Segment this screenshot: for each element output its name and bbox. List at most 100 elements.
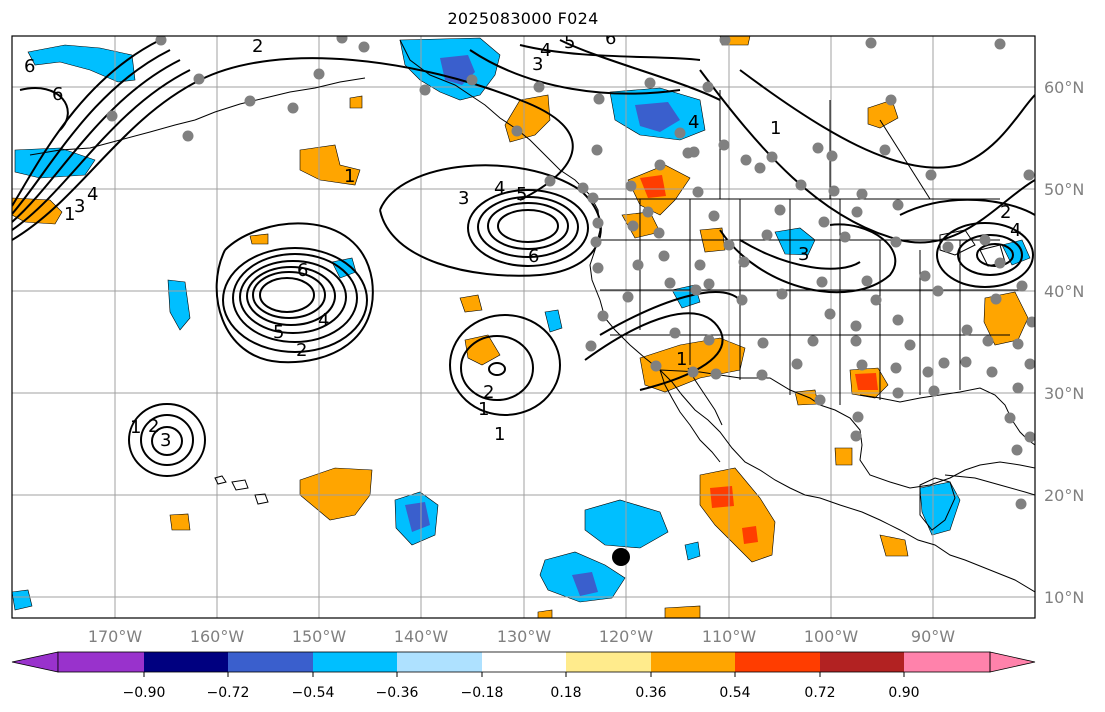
contour-label: 1 xyxy=(770,118,781,139)
colorbar-segment xyxy=(651,652,735,672)
map-title: 2025083000 F024 xyxy=(447,9,599,28)
blue-region xyxy=(684,541,701,561)
blue-region xyxy=(27,44,136,83)
colorbar-segment xyxy=(482,652,566,672)
station-dots xyxy=(106,36,1035,510)
orange-region xyxy=(249,233,269,245)
colorbar-segment xyxy=(566,652,651,672)
contour-label: 1 xyxy=(478,399,489,420)
lat-label: 40°N xyxy=(1044,282,1084,301)
colorbar-tick-label: −0.90 xyxy=(123,685,166,701)
colorbar: −0.90 −0.72 −0.54 −0.36 −0.18 0.18 0.36 … xyxy=(11,651,1036,701)
colorbar-extend-max xyxy=(989,651,1036,673)
lon-labels: 170°W 160°W 150°W 140°W 130°W 120°W 110°… xyxy=(88,627,955,646)
lat-label: 50°N xyxy=(1044,180,1084,199)
red-region xyxy=(742,526,758,544)
orange-region xyxy=(299,467,373,521)
colorbar-tick-label: 0.18 xyxy=(550,685,581,701)
contour-label: 2 xyxy=(483,382,494,403)
contour-label: 1 xyxy=(344,166,355,187)
contour-label: 4 xyxy=(1010,220,1021,241)
red-region xyxy=(710,486,734,508)
royal-blue-region xyxy=(572,572,598,596)
lat-label: 20°N xyxy=(1044,486,1084,505)
colorbar-tick-label: −0.72 xyxy=(207,685,250,701)
orange-region xyxy=(537,609,553,618)
colorbar-segment xyxy=(904,652,990,672)
colorbar-tick-label: 0.36 xyxy=(635,685,666,701)
contour-label: 3 xyxy=(532,54,543,75)
orange-region xyxy=(834,447,853,466)
colorbar-segment xyxy=(735,652,820,672)
contour-label: 2 xyxy=(1000,202,1011,223)
lon-label: 150°W xyxy=(292,627,347,646)
blue-region xyxy=(774,227,816,256)
colorbar-tick-label: −0.54 xyxy=(292,685,335,701)
lon-label: 140°W xyxy=(394,627,449,646)
contour-label: 4 xyxy=(318,310,329,331)
map-frame xyxy=(11,35,1036,619)
blue-region xyxy=(12,589,33,611)
colorbar-segment xyxy=(58,652,144,672)
lat-label: 10°N xyxy=(1044,588,1084,607)
colorbar-tick-label: −0.18 xyxy=(461,685,504,701)
contour-label: 3 xyxy=(160,430,171,451)
contour-label: 3 xyxy=(798,244,809,265)
contour-label: 2 xyxy=(148,416,159,437)
lat-label: 60°N xyxy=(1044,78,1084,97)
contour-label: 6 xyxy=(528,246,539,267)
orange-region xyxy=(459,294,483,313)
orange-region xyxy=(794,389,819,406)
contour-label: 4 xyxy=(688,112,699,133)
graticule xyxy=(12,36,1035,618)
blue-region xyxy=(167,279,191,331)
red-region xyxy=(640,175,666,198)
red-region xyxy=(855,373,878,390)
contours xyxy=(12,39,1035,477)
lon-label: 120°W xyxy=(599,627,654,646)
colorbar-tick-label: 0.54 xyxy=(719,685,750,701)
lat-labels: 60°N 50°N 40°N 30°N 20°N 10°N xyxy=(1044,78,1084,607)
contour-labels: 6 6 2 4 5 6 3 4 5 6 1 6 5 4 2 3 2 1 1 2 … xyxy=(24,32,1021,451)
contour-label: 4 xyxy=(87,184,98,205)
lon-label: 160°W xyxy=(190,627,245,646)
contour-label: 5 xyxy=(564,32,575,53)
orange-region xyxy=(299,144,361,186)
orange-region xyxy=(349,95,363,109)
lon-label: 130°W xyxy=(497,627,552,646)
contour-label: 4 xyxy=(494,178,505,199)
colorbar-tick-label: 0.72 xyxy=(804,685,835,701)
lon-label: 110°W xyxy=(702,627,757,646)
colorbar-segment xyxy=(397,652,482,672)
royal-blue-region xyxy=(405,502,430,532)
contour-label: 3 xyxy=(458,188,469,209)
colorbar-segment xyxy=(144,652,228,672)
contour-label: 2 xyxy=(296,340,307,361)
colorbar-extend-min xyxy=(11,651,59,673)
colorbar-segment xyxy=(820,652,904,672)
contour-label: 6 xyxy=(52,84,63,105)
colorbar-segment xyxy=(313,652,397,672)
contour-label: 1 xyxy=(676,349,687,370)
contour-label: 3 xyxy=(74,196,85,217)
contour-label: 5 xyxy=(516,184,527,205)
contour-label: 2 xyxy=(252,36,263,57)
orange-region xyxy=(169,513,191,531)
royal-blue-region xyxy=(635,102,680,132)
colorbar-segment xyxy=(228,652,313,672)
orange-region xyxy=(12,197,63,225)
contour-label: 1 xyxy=(130,417,141,438)
contour-label: 4 xyxy=(540,40,551,61)
contour-label: 5 xyxy=(273,322,284,343)
contour-label: 1 xyxy=(64,204,75,225)
lat-label: 30°N xyxy=(1044,384,1084,403)
colorbar-tick-label: 0.90 xyxy=(888,685,919,701)
lon-label: 170°W xyxy=(88,627,143,646)
blue-region xyxy=(544,309,563,333)
storm-center-marker xyxy=(612,548,630,566)
colorbar-tick-label: −0.36 xyxy=(376,685,419,701)
contour-label: 1 xyxy=(494,424,505,445)
contour-label: 6 xyxy=(297,260,308,281)
contour-label: 6 xyxy=(24,56,35,77)
